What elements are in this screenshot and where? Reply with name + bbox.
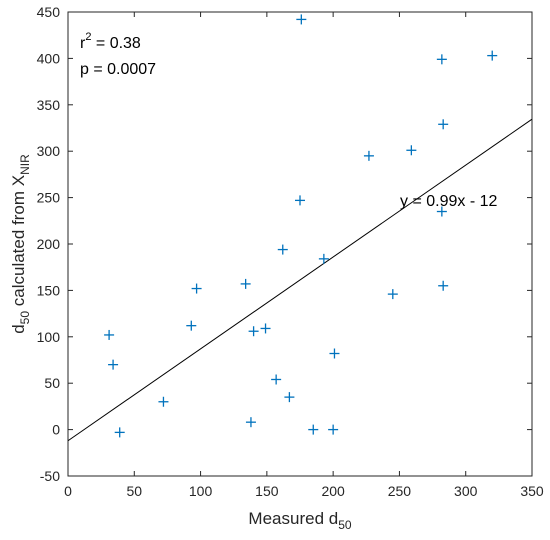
- y-tick-label: 100: [37, 329, 61, 345]
- r-squared-annotation: r2 = 0.38: [80, 31, 141, 52]
- data-point: [487, 50, 498, 61]
- data-point: [328, 424, 339, 435]
- data-point: [436, 54, 447, 65]
- data-point: [387, 289, 398, 300]
- data-point: [438, 280, 449, 291]
- y-axis-title-sub2: NIR: [18, 154, 32, 175]
- data-point: [329, 348, 340, 359]
- plot-area: [67, 11, 533, 477]
- data-point: [158, 396, 169, 407]
- regression-equation: y = 0.99x - 12: [400, 193, 497, 210]
- y-tick-label: 50: [44, 375, 60, 391]
- x-tick-label: 100: [189, 483, 213, 499]
- data-point: [406, 145, 417, 156]
- y-axis-title-middle: calculated from X: [9, 175, 28, 311]
- y-axis-ticks: -50 0 50 100 150 200 250 300 350 400 450: [37, 4, 532, 484]
- data-points: [104, 14, 498, 438]
- x-axis-ticks: 0 50 100 150 200 250 300 350: [64, 12, 544, 499]
- p-value-annotation: p = 0.0007: [80, 61, 156, 78]
- x-tick-label: 300: [454, 483, 478, 499]
- data-point: [271, 374, 282, 385]
- x-axis-title-sub: 50: [338, 518, 352, 532]
- r-squared-value: = 0.38: [91, 35, 140, 52]
- x-axis-title-main: Measured d: [248, 509, 338, 528]
- data-point: [260, 323, 271, 334]
- data-point: [438, 119, 449, 130]
- data-point: [104, 329, 115, 340]
- data-point: [296, 14, 307, 25]
- data-point: [436, 206, 447, 217]
- y-tick-label: 300: [37, 143, 61, 159]
- r-squared-exponent: 2: [85, 31, 91, 43]
- y-axis-title-sub1: 50: [18, 311, 32, 325]
- data-point: [114, 427, 125, 438]
- data-point: [245, 417, 256, 428]
- data-point: [186, 320, 197, 331]
- r-squared-symbol: r: [80, 35, 86, 52]
- x-tick-label: 150: [255, 483, 279, 499]
- y-axis-title-prefix: d: [9, 324, 28, 333]
- data-point: [318, 253, 329, 264]
- y-tick-label: 250: [37, 190, 61, 206]
- x-tick-label: 200: [321, 483, 345, 499]
- y-tick-label: -50: [40, 468, 60, 484]
- data-point: [284, 392, 295, 403]
- data-point: [308, 424, 319, 435]
- y-tick-label: 200: [37, 236, 61, 252]
- data-point: [108, 359, 119, 370]
- data-point: [277, 244, 288, 255]
- data-point: [240, 278, 251, 289]
- x-tick-label: 0: [64, 483, 72, 499]
- x-tick-label: 350: [520, 483, 544, 499]
- y-tick-label: 450: [37, 4, 61, 20]
- y-tick-label: 400: [37, 50, 61, 66]
- x-tick-label: 50: [126, 483, 142, 499]
- data-point: [295, 195, 305, 206]
- x-axis-title: Measured d50: [248, 509, 351, 532]
- y-tick-label: 350: [37, 97, 61, 113]
- y-axis-title: d50 calculated from XNIR: [9, 154, 32, 334]
- x-tick-label: 250: [388, 483, 412, 499]
- data-point: [191, 283, 202, 294]
- regression-line: [67, 118, 533, 442]
- y-tick-label: 0: [52, 422, 60, 438]
- data-point: [363, 150, 374, 161]
- data-point: [248, 326, 259, 337]
- y-tick-label: 150: [37, 282, 61, 298]
